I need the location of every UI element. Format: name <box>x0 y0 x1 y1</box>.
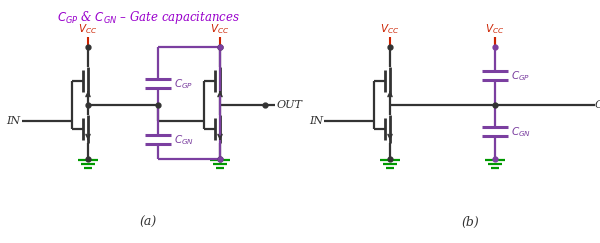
Text: (b): (b) <box>461 216 479 229</box>
Text: $C_{GP}$: $C_{GP}$ <box>174 77 193 91</box>
Text: $C_{GP}$: $C_{GP}$ <box>511 69 530 83</box>
Text: $C_{GN}$: $C_{GN}$ <box>174 133 194 147</box>
Text: OUT: OUT <box>595 100 600 110</box>
Text: $C_{GN}$: $C_{GN}$ <box>511 125 531 139</box>
Text: $V_{CC}$: $V_{CC}$ <box>79 22 98 36</box>
Text: $V_{CC}$: $V_{CC}$ <box>211 22 230 36</box>
Text: $V_{CC}$: $V_{CC}$ <box>380 22 400 36</box>
Text: IN: IN <box>6 116 20 126</box>
Text: (a): (a) <box>139 216 157 229</box>
Text: IN: IN <box>309 116 323 126</box>
Text: $C_{GP}$ & $C_{GN}$ – Gate capacitances: $C_{GP}$ & $C_{GN}$ – Gate capacitances <box>56 9 239 26</box>
Text: OUT: OUT <box>277 100 303 110</box>
Text: $V_{CC}$: $V_{CC}$ <box>485 22 505 36</box>
